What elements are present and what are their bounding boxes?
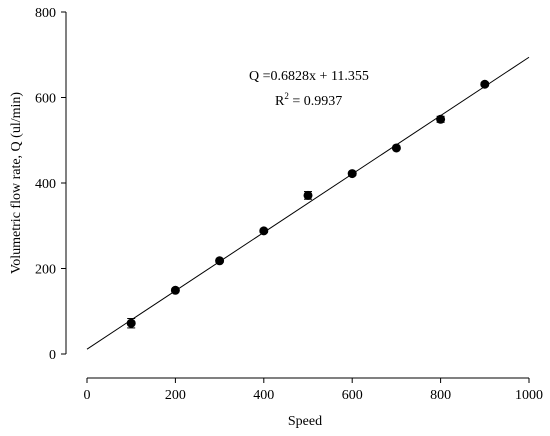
y-axis-label: Volumetric flow rate, Q (ul/min) xyxy=(9,92,24,274)
point xyxy=(170,285,180,295)
point xyxy=(347,169,357,179)
x-tick-label: 0 xyxy=(84,388,91,403)
x-tick-label: 400 xyxy=(253,388,274,403)
r-exponent: 2 xyxy=(284,91,289,101)
x-tick-label: 1000 xyxy=(515,388,543,403)
x-axis-label: Speed xyxy=(288,414,322,429)
point xyxy=(259,226,269,236)
x-tick-label: 600 xyxy=(342,388,363,403)
point xyxy=(436,114,446,124)
point xyxy=(126,318,136,328)
r-text: = 0.9937 xyxy=(289,94,342,109)
point xyxy=(215,256,225,266)
y-tick-label: 200 xyxy=(35,263,56,278)
r-symbol: R xyxy=(275,94,285,109)
point xyxy=(480,79,490,89)
r-squared: R2 = 0.9937 xyxy=(275,91,342,109)
y-tick-label: 0 xyxy=(49,348,56,363)
point xyxy=(303,190,313,200)
y-tick-label: 600 xyxy=(35,92,56,107)
trendline xyxy=(86,56,530,350)
x-tick-label: 200 xyxy=(165,388,186,403)
y-tick-label: 800 xyxy=(35,6,56,21)
y-tick-label: 400 xyxy=(35,177,56,192)
trendline-equation: Q =0.6828x + 11.355 xyxy=(249,69,369,84)
x-tick-label: 800 xyxy=(430,388,451,403)
point xyxy=(391,143,401,153)
